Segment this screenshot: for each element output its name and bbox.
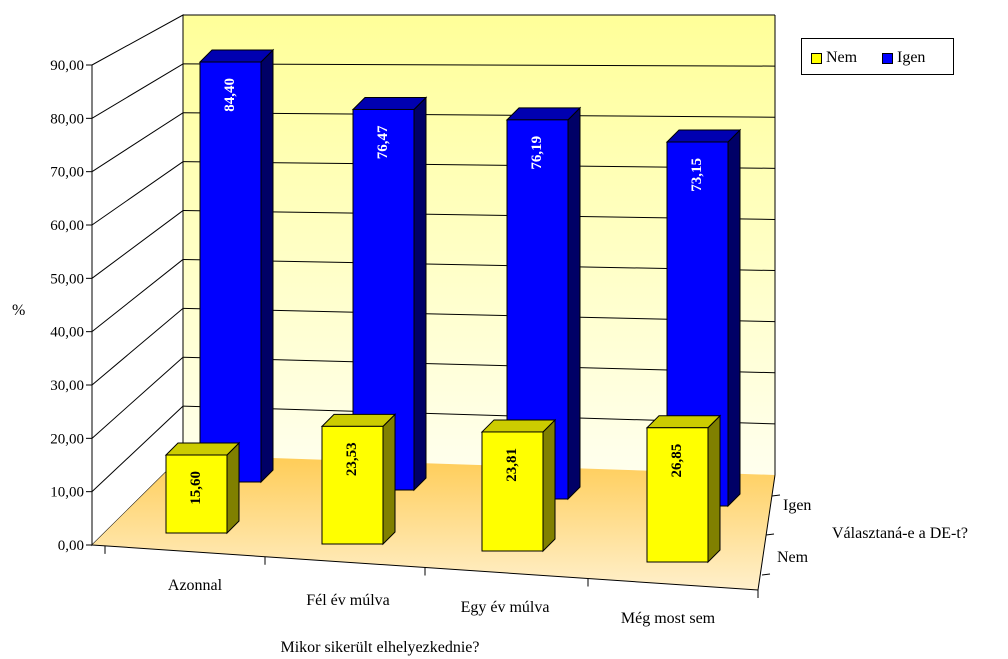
y-tick-label: 60,00	[50, 218, 84, 234]
bar-igen-label: 76,47	[375, 125, 391, 159]
bar-nem-label: 15,60	[188, 471, 204, 505]
bar-nem-label: 23,81	[504, 448, 520, 482]
bar-nem-label: 23,53	[344, 442, 360, 476]
y-tick-label: 90,00	[50, 58, 84, 74]
bar-igen-label: 73,15	[689, 158, 705, 192]
bar-igen-side	[260, 48, 274, 484]
bar-igen-side	[567, 106, 581, 501]
bar-igen-top	[351, 96, 428, 110]
y-tick-label: 0,00	[58, 538, 84, 554]
bar-nem-top	[164, 442, 241, 456]
bar-nem-top	[320, 413, 397, 427]
z-axis-label: Választaná-e a DE-t?	[832, 525, 968, 542]
legend-label-igen: Igen	[897, 49, 926, 66]
x-category-label: Fél év múlva	[306, 592, 390, 609]
bar-igen-top	[198, 49, 275, 63]
gridline-side	[91, 356, 184, 439]
gridline-back	[182, 63, 776, 67]
x-category-label: Egy év múlva	[461, 599, 550, 616]
bar-igen-top	[505, 107, 582, 121]
bar-nem-label: 26,85	[669, 444, 685, 478]
chart-back-wall	[183, 15, 775, 475]
y-tick-label: 30,00	[50, 378, 84, 394]
bar-igen-side	[727, 128, 741, 508]
bar-nem-top	[480, 419, 557, 433]
bar-nem	[320, 413, 397, 546]
gridline-side	[91, 63, 184, 119]
gridline-side	[91, 259, 184, 333]
bar-nem	[645, 414, 722, 564]
bar-igen-side	[413, 96, 427, 492]
legend-swatch-igen	[882, 52, 893, 64]
gridline-side	[91, 112, 184, 173]
bar-nem	[164, 441, 241, 535]
bar-nem-side	[707, 414, 721, 564]
bar-nem	[480, 418, 557, 553]
y-tick-label: 40,00	[50, 325, 84, 341]
legend-item-nem: Nem	[811, 49, 857, 67]
bar-igen-front	[199, 61, 262, 483]
gridline-side	[91, 161, 184, 226]
bar-nem-front	[481, 431, 544, 552]
y-axis-label: %	[12, 302, 25, 319]
bar-nem-front	[321, 425, 384, 545]
gridline-back	[182, 112, 776, 118]
gridline-side	[91, 405, 184, 493]
bar-nem-side	[542, 418, 556, 553]
legend-item-igen: Igen	[882, 49, 925, 67]
bar-nem-side	[382, 413, 396, 546]
z-tick-label: Igen	[783, 497, 811, 514]
bar-nem-front	[165, 454, 228, 534]
bar-igen-label: 84,40	[222, 78, 238, 112]
legend-label-nem: Nem	[826, 49, 858, 66]
y-tick-label: 70,00	[50, 165, 84, 181]
bar-igen	[198, 48, 275, 484]
bar-nem-side	[226, 441, 240, 535]
bar-nem-top	[645, 415, 722, 429]
legend-swatch-nem	[811, 52, 822, 64]
gridline-side	[91, 210, 184, 279]
bar-igen-label: 76,19	[529, 136, 545, 170]
legend: Nem Igen	[801, 38, 954, 75]
z-tick-label: Nem	[777, 549, 809, 566]
y-tick-label: 80,00	[50, 111, 84, 127]
gridline-side	[91, 307, 184, 386]
x-axis-label: Mikor sikerült elhelyezkednie?	[280, 639, 479, 656]
x-category-label: Még most sem	[621, 610, 716, 627]
bar-nem-front	[646, 427, 709, 563]
x-category-label: Azonnal	[168, 577, 223, 594]
bar-igen-top	[665, 129, 742, 143]
y-tick-label: 10,00	[50, 485, 84, 501]
y-tick-label: 50,00	[50, 271, 84, 287]
y-tick-label: 20,00	[50, 431, 84, 447]
